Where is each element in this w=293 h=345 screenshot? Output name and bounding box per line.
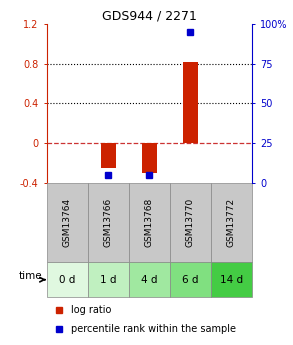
Text: 4 d: 4 d <box>141 275 158 285</box>
Text: 1 d: 1 d <box>100 275 117 285</box>
Text: log ratio: log ratio <box>71 305 112 315</box>
Text: GSM13770: GSM13770 <box>186 198 195 247</box>
Title: GDS944 / 2271: GDS944 / 2271 <box>102 10 197 23</box>
Bar <box>170 183 211 262</box>
Bar <box>47 262 88 297</box>
Bar <box>100 143 116 168</box>
Bar <box>211 262 252 297</box>
Text: time: time <box>18 271 42 281</box>
Bar <box>47 183 88 262</box>
Text: GSM13764: GSM13764 <box>63 198 72 247</box>
Bar <box>142 143 157 173</box>
Bar <box>211 183 252 262</box>
Bar <box>88 262 129 297</box>
Text: percentile rank within the sample: percentile rank within the sample <box>71 324 236 334</box>
Bar <box>183 62 198 143</box>
Bar <box>129 262 170 297</box>
Bar <box>88 183 129 262</box>
Text: 6 d: 6 d <box>182 275 199 285</box>
Bar <box>129 183 170 262</box>
Bar <box>170 262 211 297</box>
Text: 14 d: 14 d <box>220 275 243 285</box>
Text: GSM13772: GSM13772 <box>227 198 236 247</box>
Text: GSM13766: GSM13766 <box>104 198 113 247</box>
Text: 0 d: 0 d <box>59 275 76 285</box>
Text: GSM13768: GSM13768 <box>145 198 154 247</box>
